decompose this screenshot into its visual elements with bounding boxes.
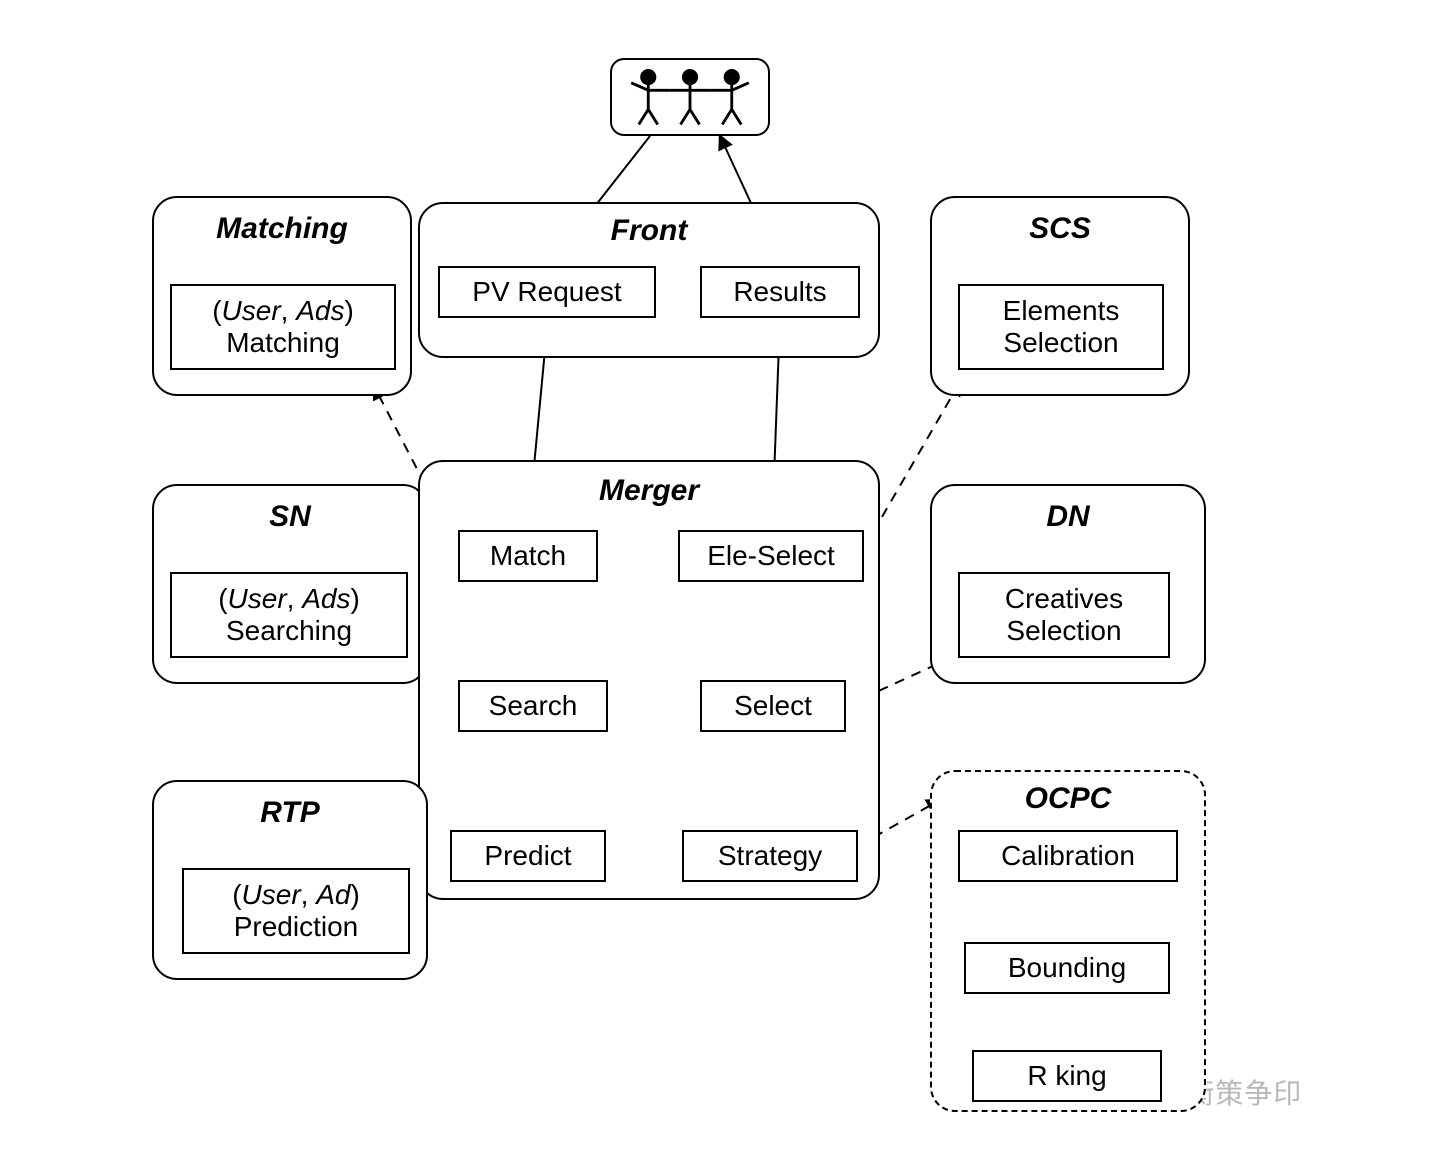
- box-calibration: Calibration: [958, 830, 1178, 882]
- users-icon: [612, 60, 768, 134]
- box-label: Strategy: [718, 840, 822, 872]
- box-bounding: Bounding: [964, 942, 1170, 994]
- module-title-dn: DN: [932, 500, 1204, 534]
- box-select: Select: [700, 680, 846, 732]
- box-scs-box: ElementsSelection: [958, 284, 1164, 370]
- box-search: Search: [458, 680, 608, 732]
- box-label: Search: [489, 690, 578, 722]
- box-label: Calibration: [1001, 840, 1135, 872]
- box-label: PV Request: [472, 276, 621, 308]
- box-label: (User, Ad)Prediction: [232, 879, 360, 943]
- box-label: Select: [734, 690, 812, 722]
- module-title-front: Front: [420, 214, 878, 248]
- box-predict: Predict: [450, 830, 606, 882]
- box-label: (User, Ads)Searching: [218, 583, 360, 647]
- box-results: Results: [700, 266, 860, 318]
- box-label: R king: [1027, 1060, 1106, 1092]
- box-ranking: R king: [972, 1050, 1162, 1102]
- module-title-sn: SN: [154, 500, 426, 534]
- box-label: Predict: [484, 840, 571, 872]
- box-label: Match: [490, 540, 566, 572]
- box-label: Bounding: [1008, 952, 1126, 984]
- box-label: CreativesSelection: [1005, 583, 1123, 647]
- box-label: ElementsSelection: [1003, 295, 1120, 359]
- box-label: Results: [733, 276, 826, 308]
- box-dn-box: CreativesSelection: [958, 572, 1170, 658]
- box-sn-box: (User, Ads)Searching: [170, 572, 408, 658]
- module-title-ocpc: OCPC: [932, 782, 1204, 816]
- diagram-canvas: 知乎 @衡策争印 MatchingFrontSCSSNMergerDNRTPOC…: [0, 0, 1440, 1162]
- box-pv-request: PV Request: [438, 266, 656, 318]
- box-ele-select: Ele-Select: [678, 530, 864, 582]
- box-label: (User, Ads)Matching: [212, 295, 354, 359]
- box-match: Match: [458, 530, 598, 582]
- box-matching-box: (User, Ads)Matching: [170, 284, 396, 370]
- module-title-matching: Matching: [154, 212, 410, 246]
- module-title-rtp: RTP: [154, 796, 426, 830]
- module-title-scs: SCS: [932, 212, 1188, 246]
- box-label: Ele-Select: [707, 540, 835, 572]
- users-icon-box: [610, 58, 770, 136]
- module-title-merger: Merger: [420, 474, 878, 508]
- box-strategy: Strategy: [682, 830, 858, 882]
- box-rtp-box: (User, Ad)Prediction: [182, 868, 410, 954]
